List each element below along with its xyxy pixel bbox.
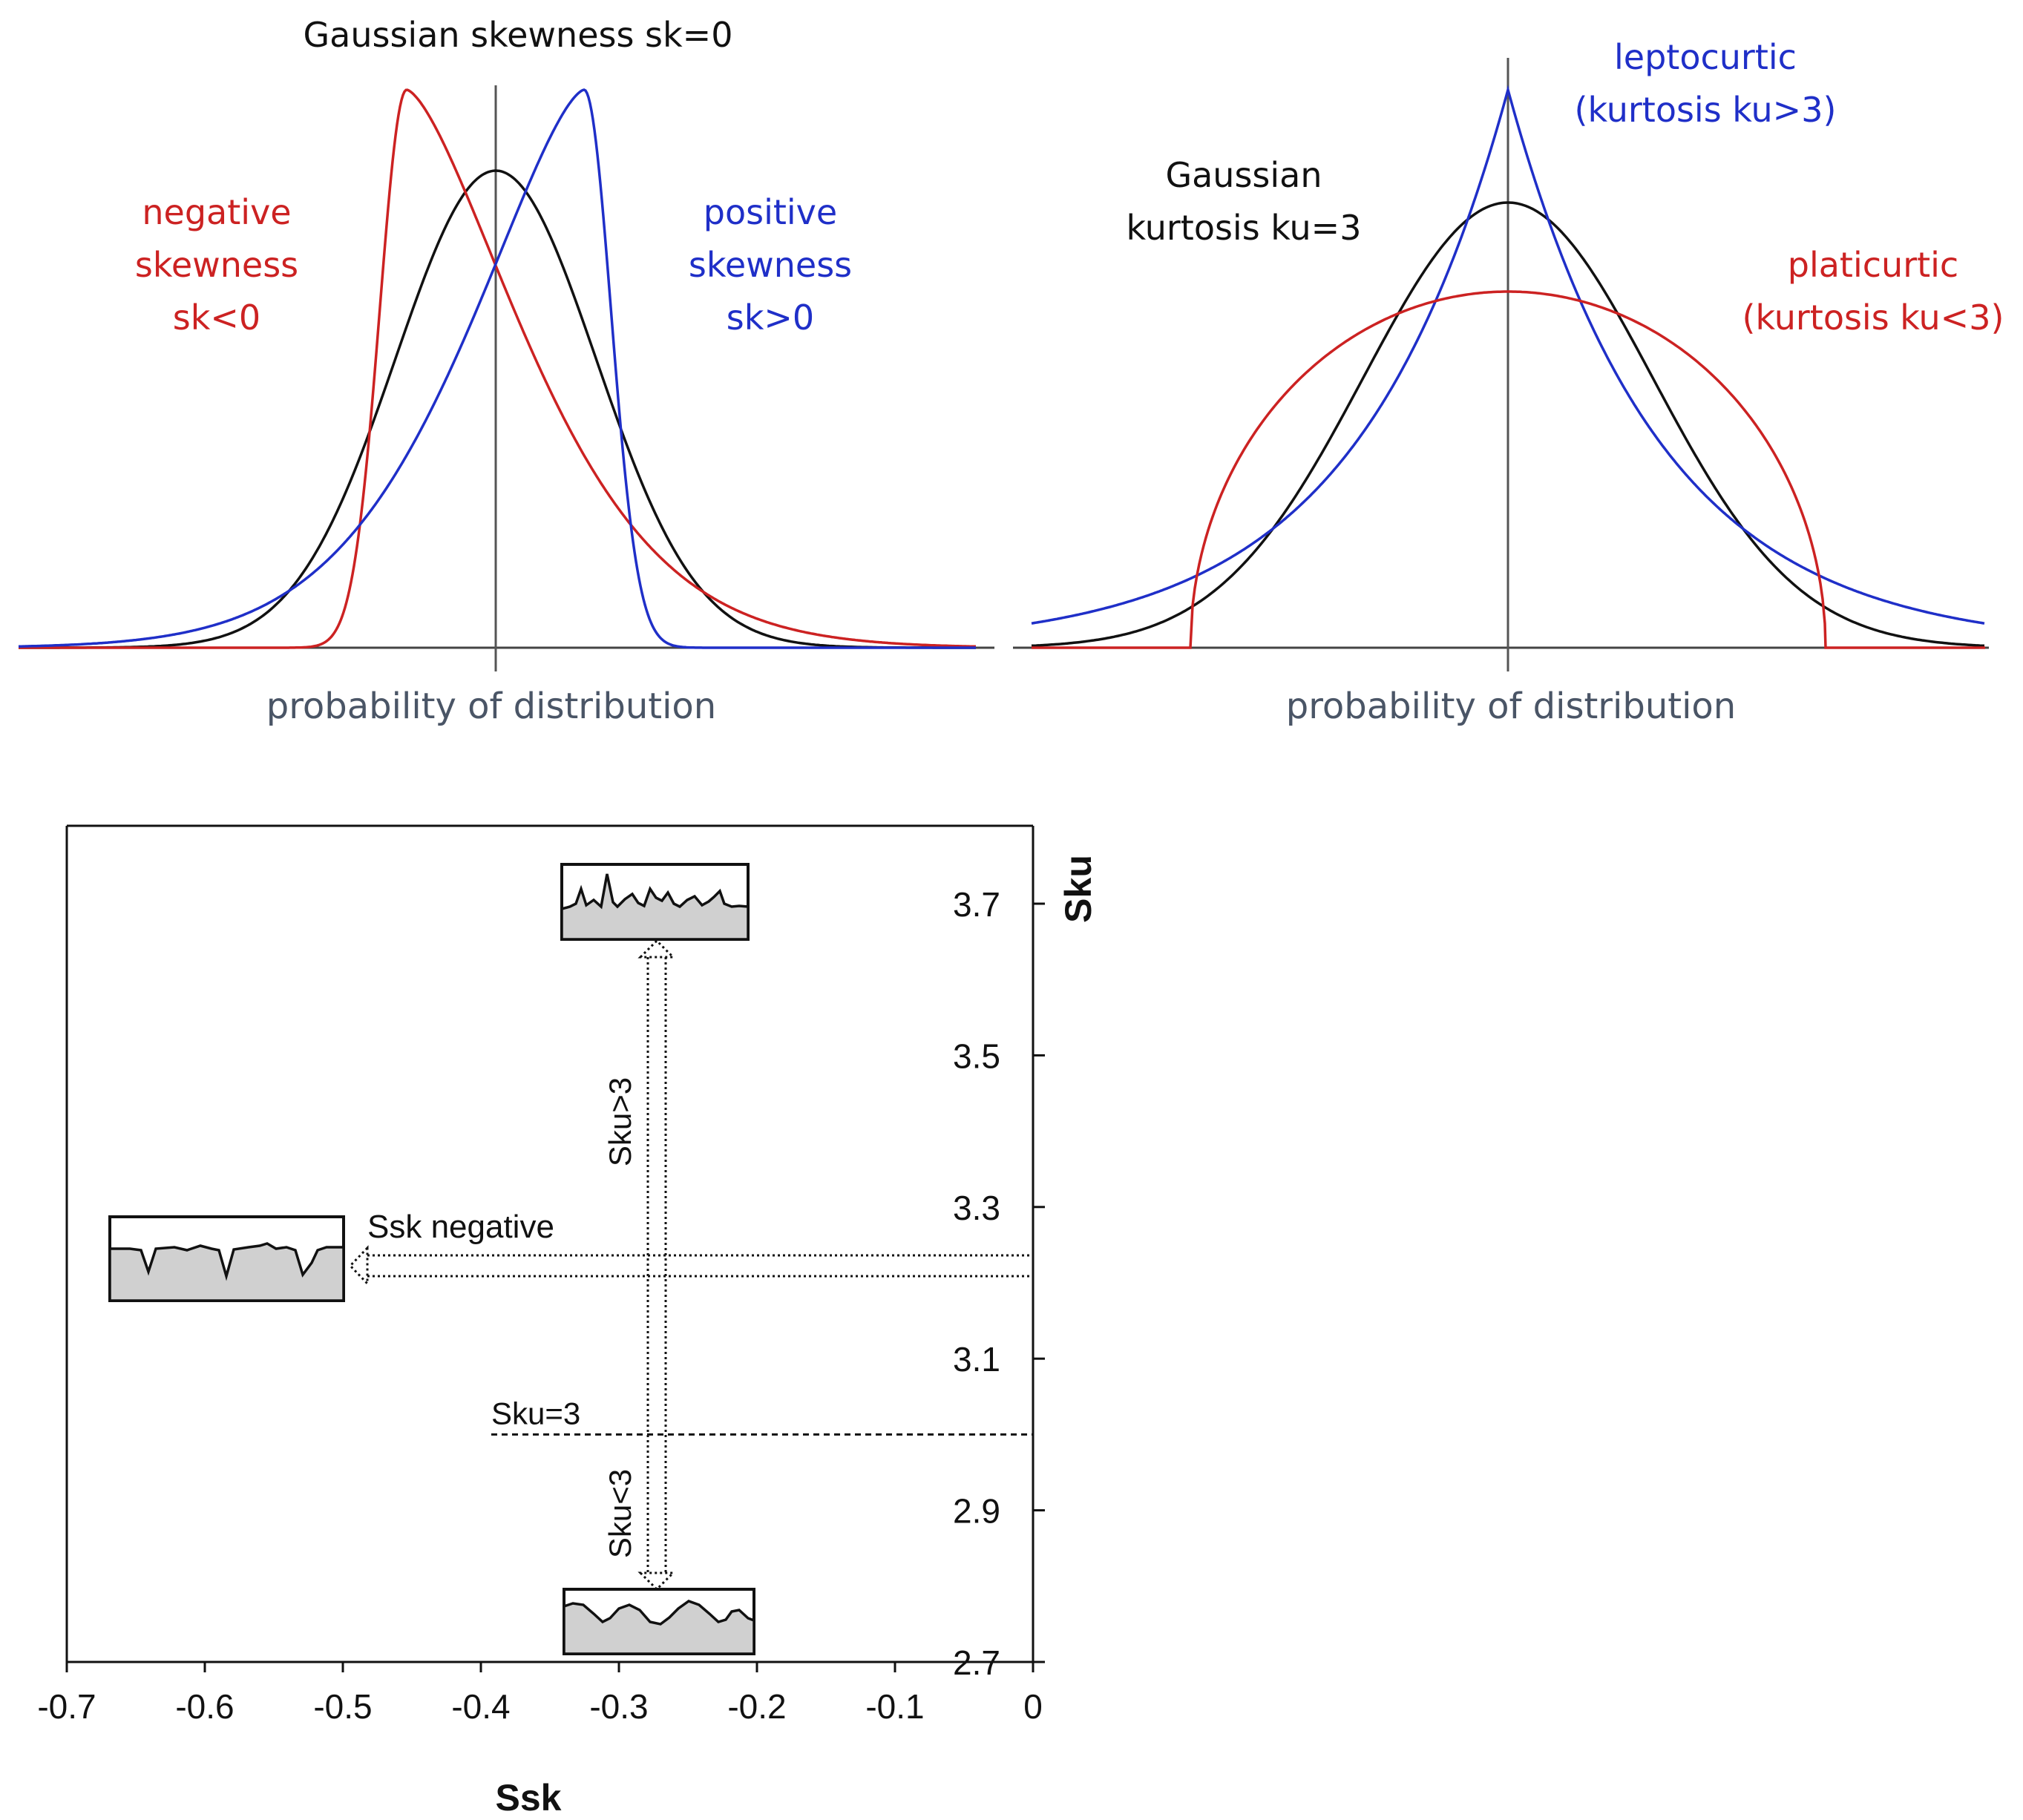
ssk-negative-label: Ssk negative — [367, 1209, 554, 1245]
kurt-leptokurtic-curve — [1031, 85, 1985, 625]
negative-skewness-label-line3: sk<0 — [173, 298, 260, 338]
y-tick-label: 3.3 — [953, 1189, 1000, 1227]
peaky-surface-inset — [560, 863, 750, 941]
x-tick-label: -0.1 — [865, 1687, 924, 1726]
x-ticks: -0.7 -0.6 -0.5 -0.4 -0.3 -0.2 -0.1 0 — [37, 1662, 1043, 1726]
kurt-platykurtic-curve — [1032, 290, 1985, 649]
platykurtic-label-line2: (kurtosis ku<3) — [1742, 298, 2004, 338]
y-tick-label: 3.5 — [953, 1037, 1000, 1075]
kurt-xlabel: probability of distribution — [1286, 686, 1736, 727]
skewness-panel: Gaussian skewness sk=0 negative skewness… — [19, 15, 994, 727]
negative-skewness-label-line2: skewness — [135, 245, 298, 285]
platykurtic-label-line1: platicurtic — [1788, 245, 1958, 285]
x-tick-label: -0.4 — [451, 1687, 510, 1726]
negative-skewness-label-line1: negative — [142, 192, 291, 232]
x-axis-label: Ssk — [496, 1777, 562, 1819]
x-tick-label: 0 — [1023, 1687, 1043, 1726]
gaussian-kurtosis-label-line1: Gaussian — [1165, 155, 1322, 195]
y-tick-label: 2.9 — [953, 1492, 1000, 1531]
y-ticks: 2.7 2.9 3.1 3.3 3.5 3.7 — [953, 885, 1045, 1682]
kurt-gaussian-curve — [1031, 201, 1985, 648]
ssk-sku-panel: -0.7 -0.6 -0.5 -0.4 -0.3 -0.2 -0.1 0 2.7 2.9 3.1 3… — [37, 824, 1099, 1819]
sku-lt-3-label: Sku<3 — [603, 1469, 637, 1558]
valley-surface-inset — [108, 1215, 345, 1302]
x-tick-label: -0.3 — [589, 1687, 648, 1726]
x-tick-label: -0.2 — [727, 1687, 786, 1726]
horizontal-arrow — [348, 1245, 1033, 1287]
gaussian-kurtosis-label-line2: kurtosis ku=3 — [1127, 208, 1362, 248]
x-tick-label: -0.7 — [37, 1687, 96, 1726]
rounded-surface-inset — [563, 1588, 755, 1655]
skew-positive-curve — [19, 88, 976, 649]
y-tick-label: 3.1 — [953, 1340, 1000, 1379]
y-axis-label: Sku — [1058, 855, 1099, 923]
positive-skewness-label-line3: sk>0 — [727, 298, 814, 338]
positive-skewness-label-line1: positive — [704, 192, 837, 232]
x-tick-label: -0.5 — [313, 1687, 372, 1726]
leptokurtic-label-line2: (kurtosis ku>3) — [1575, 90, 1837, 130]
sku-gt-3-label: Sku>3 — [603, 1077, 637, 1166]
vertical-double-arrow — [637, 939, 676, 1591]
x-tick-label: -0.6 — [175, 1687, 234, 1726]
skew-title: Gaussian skewness sk=0 — [304, 15, 733, 55]
kurtosis-panel: Gaussian kurtosis ku=3 leptocurtic (kurt… — [1013, 37, 2004, 727]
sku-3-label: Sku=3 — [491, 1396, 580, 1430]
positive-skewness-label-line2: skewness — [689, 245, 852, 285]
y-tick-label: 2.7 — [953, 1643, 1000, 1682]
y-tick-label: 3.7 — [953, 885, 1000, 924]
skew-gaussian-curve — [19, 169, 976, 649]
leptokurtic-label-line1: leptocurtic — [1614, 37, 1797, 77]
skew-negative-curve — [19, 88, 976, 649]
skew-xlabel: probability of distribution — [266, 686, 716, 727]
